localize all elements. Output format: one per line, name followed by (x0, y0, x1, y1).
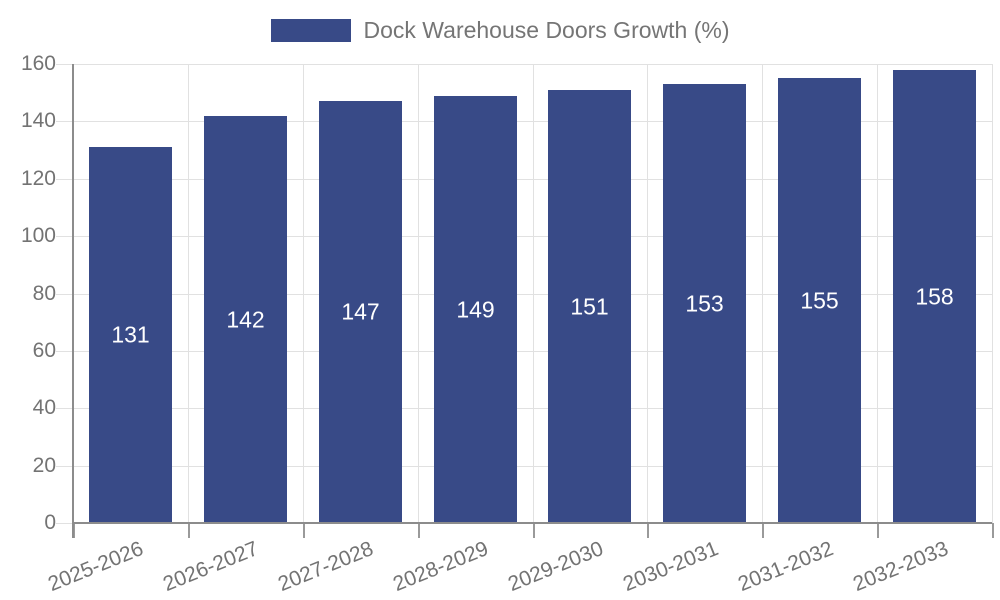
gridline-vertical (188, 64, 189, 523)
x-axis-tick (303, 523, 305, 538)
x-axis-line (73, 522, 992, 524)
bar-value-label: 151 (570, 293, 609, 319)
x-axis-tick (877, 523, 879, 538)
x-axis-tick (992, 523, 994, 538)
gridline-vertical (647, 64, 648, 523)
gridline-horizontal (56, 408, 992, 409)
y-axis-tick-label: 80 (32, 282, 56, 305)
x-axis-tick (533, 523, 535, 538)
y-axis-tick-label: 20 (32, 454, 56, 477)
bar-value-label: 149 (456, 296, 495, 322)
gridline-horizontal (56, 179, 992, 180)
bar-value-label: 153 (685, 290, 724, 316)
x-axis-tick (73, 523, 75, 538)
x-axis-tick (762, 523, 764, 538)
x-axis-tick (647, 523, 649, 538)
bar[interactable]: 153 (663, 84, 746, 523)
gridline-vertical (533, 64, 534, 523)
bar[interactable]: 158 (893, 70, 976, 523)
gridline-vertical (992, 64, 993, 523)
gridline-vertical (762, 64, 763, 523)
legend-swatch-icon (270, 19, 351, 42)
gridline-vertical (877, 64, 878, 523)
bar[interactable]: 149 (434, 96, 517, 523)
legend[interactable]: Dock Warehouse Doors Growth (%) (0, 17, 1000, 44)
bar-value-label: 142 (226, 306, 265, 332)
bar[interactable]: 142 (204, 116, 287, 523)
gridline-vertical (303, 64, 304, 523)
gridline-horizontal (56, 64, 992, 65)
gridline-horizontal (56, 466, 992, 467)
gridline-horizontal (56, 294, 992, 295)
y-axis-line (72, 64, 74, 538)
bar-value-label: 158 (915, 283, 954, 309)
x-axis-tick (188, 523, 190, 538)
bar[interactable]: 131 (89, 147, 172, 523)
y-axis-tick-label: 140 (20, 109, 56, 132)
bar[interactable]: 151 (548, 90, 631, 523)
bar-value-label: 147 (341, 298, 380, 325)
bar-value-label: 155 (800, 287, 839, 313)
gridline-vertical (418, 64, 419, 523)
y-axis-tick-label: 40 (32, 396, 56, 419)
y-axis-tick-label: 120 (20, 167, 56, 190)
gridline-horizontal (56, 121, 992, 122)
bar[interactable]: 155 (778, 78, 861, 523)
legend-label: Dock Warehouse Doors Growth (%) (363, 17, 730, 43)
bar-value-label: 131 (111, 321, 150, 348)
y-axis-tick-label: 100 (20, 224, 56, 247)
bar[interactable]: 147 (319, 101, 402, 523)
y-axis-tick-label: 160 (20, 52, 56, 75)
gridline-horizontal (56, 236, 992, 237)
gridline-horizontal (56, 351, 992, 352)
x-axis-tick (418, 523, 420, 538)
y-axis-tick-label: 60 (32, 339, 56, 362)
y-axis-tick-label: 0 (44, 511, 56, 534)
